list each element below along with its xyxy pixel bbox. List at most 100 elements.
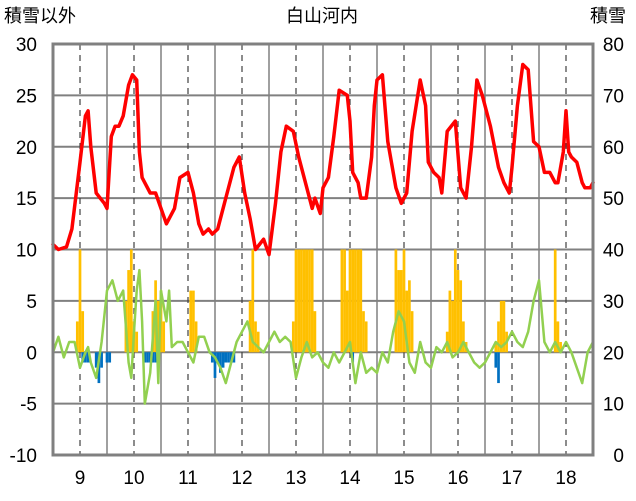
bar bbox=[494, 352, 498, 368]
x-tick-label: 14 bbox=[339, 468, 361, 489]
right-tick-label: 20 bbox=[603, 343, 624, 364]
x-tick-label: 12 bbox=[231, 468, 252, 489]
bar bbox=[210, 352, 214, 363]
right-tick-label: 50 bbox=[603, 189, 624, 210]
bar bbox=[459, 280, 463, 353]
bar bbox=[224, 352, 228, 363]
bar bbox=[221, 352, 225, 368]
right-tick-label: 0 bbox=[613, 446, 624, 467]
right-tick-label: 10 bbox=[603, 395, 624, 416]
grid bbox=[53, 44, 593, 455]
right-axis-label: 積雪 bbox=[590, 6, 626, 27]
bar bbox=[351, 249, 355, 353]
bar bbox=[494, 341, 498, 353]
bar bbox=[84, 352, 87, 363]
bar bbox=[345, 290, 349, 353]
bar bbox=[227, 352, 230, 363]
bar bbox=[559, 341, 562, 353]
bar bbox=[348, 249, 352, 353]
bar bbox=[300, 249, 303, 353]
bar bbox=[291, 321, 295, 353]
bar bbox=[310, 249, 314, 353]
bar bbox=[553, 249, 557, 353]
bar bbox=[248, 300, 252, 353]
bar bbox=[399, 270, 403, 353]
bar bbox=[81, 311, 85, 353]
bar bbox=[146, 352, 149, 363]
bar bbox=[251, 249, 255, 353]
bar bbox=[499, 300, 503, 353]
bar bbox=[105, 352, 109, 363]
left-axis-ticks: -10 -5 0 5 10 15 20 25 30 bbox=[10, 35, 37, 467]
bar bbox=[192, 290, 195, 353]
bar bbox=[254, 321, 257, 353]
bar bbox=[189, 290, 193, 353]
bar bbox=[308, 249, 311, 353]
bar bbox=[143, 352, 147, 363]
bar bbox=[216, 352, 220, 363]
bar bbox=[356, 249, 360, 353]
bar bbox=[343, 249, 346, 353]
left-tick-label: 5 bbox=[26, 292, 37, 313]
bar bbox=[154, 352, 157, 363]
bar bbox=[135, 331, 139, 353]
bar bbox=[294, 249, 298, 353]
bar bbox=[129, 249, 133, 353]
bar bbox=[364, 321, 368, 353]
bar bbox=[297, 249, 301, 353]
x-tick-label: 13 bbox=[285, 468, 306, 489]
bar bbox=[456, 270, 460, 353]
bar bbox=[127, 270, 130, 353]
bar bbox=[86, 352, 90, 363]
left-tick-label: 15 bbox=[16, 189, 37, 210]
snow-depth-line bbox=[51, 62, 595, 257]
plot-frame bbox=[51, 42, 595, 457]
x-tick-label: 16 bbox=[447, 468, 468, 489]
bar bbox=[94, 352, 98, 368]
left-tick-label: 20 bbox=[16, 138, 37, 159]
bar bbox=[256, 331, 260, 353]
bar bbox=[162, 321, 166, 353]
bar bbox=[108, 352, 112, 363]
bar bbox=[219, 352, 222, 373]
bar bbox=[359, 249, 363, 353]
bar bbox=[502, 300, 506, 353]
left-tick-label: 25 bbox=[16, 86, 37, 107]
x-tick-label: 10 bbox=[123, 468, 144, 489]
bar bbox=[405, 290, 409, 353]
right-tick-label: 60 bbox=[603, 138, 624, 159]
bar bbox=[78, 249, 82, 353]
bar bbox=[229, 352, 233, 363]
bar bbox=[100, 352, 103, 368]
bar bbox=[151, 352, 155, 363]
bar bbox=[75, 321, 79, 353]
left-axis-label: 積雪以外 bbox=[4, 6, 76, 27]
bar bbox=[194, 321, 198, 353]
right-tick-label: 80 bbox=[603, 35, 624, 56]
x-tick-label: 11 bbox=[178, 468, 198, 489]
right-axis-ticks: 0 10 20 30 40 50 60 70 80 bbox=[603, 35, 624, 467]
bar bbox=[302, 249, 306, 353]
green-series-line bbox=[51, 268, 595, 405]
right-tick-label: 70 bbox=[603, 86, 624, 107]
bar bbox=[497, 352, 500, 384]
bar bbox=[451, 300, 454, 353]
left-tick-label: -5 bbox=[20, 395, 37, 416]
bar bbox=[556, 321, 560, 353]
bar bbox=[394, 249, 398, 353]
x-tick-label: 18 bbox=[555, 468, 576, 489]
left-tick-label: -10 bbox=[10, 446, 37, 467]
bar bbox=[408, 280, 411, 353]
bar bbox=[156, 300, 160, 353]
bar bbox=[362, 311, 365, 353]
chart-title: 白山河内 bbox=[286, 6, 358, 27]
bar bbox=[232, 352, 236, 363]
right-tick-label: 30 bbox=[603, 292, 624, 313]
x-tick-label: 17 bbox=[501, 468, 522, 489]
bar-series bbox=[75, 249, 562, 384]
line-series bbox=[51, 62, 595, 405]
left-tick-label: 10 bbox=[16, 241, 37, 262]
bar bbox=[410, 311, 414, 353]
left-tick-label: 30 bbox=[16, 35, 37, 56]
